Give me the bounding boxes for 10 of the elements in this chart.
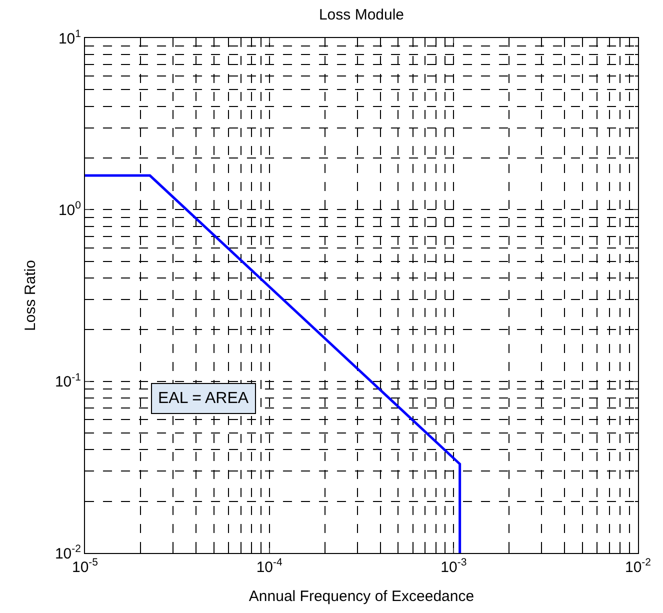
chart-title: Loss Module bbox=[318, 6, 404, 24]
x-tick-label: 10$^{-4}$ bbox=[256, 556, 282, 576]
x-tick-label: 10$^{-3}$ bbox=[440, 556, 467, 576]
y-tick-label: 10$^{0}$ bbox=[58, 200, 82, 219]
y-tick-label: 10$^{1}$ bbox=[58, 28, 82, 48]
y-tick-label: 10$^{-1}$ bbox=[54, 371, 82, 391]
y-axis-title: Loss Ratio bbox=[22, 260, 40, 331]
x-axis-title: Annual Frequency of Exceedance bbox=[248, 588, 474, 605]
annotation: EAL = AREA bbox=[158, 390, 249, 407]
x-tick-label: 10$^{-2}$ bbox=[624, 556, 652, 576]
